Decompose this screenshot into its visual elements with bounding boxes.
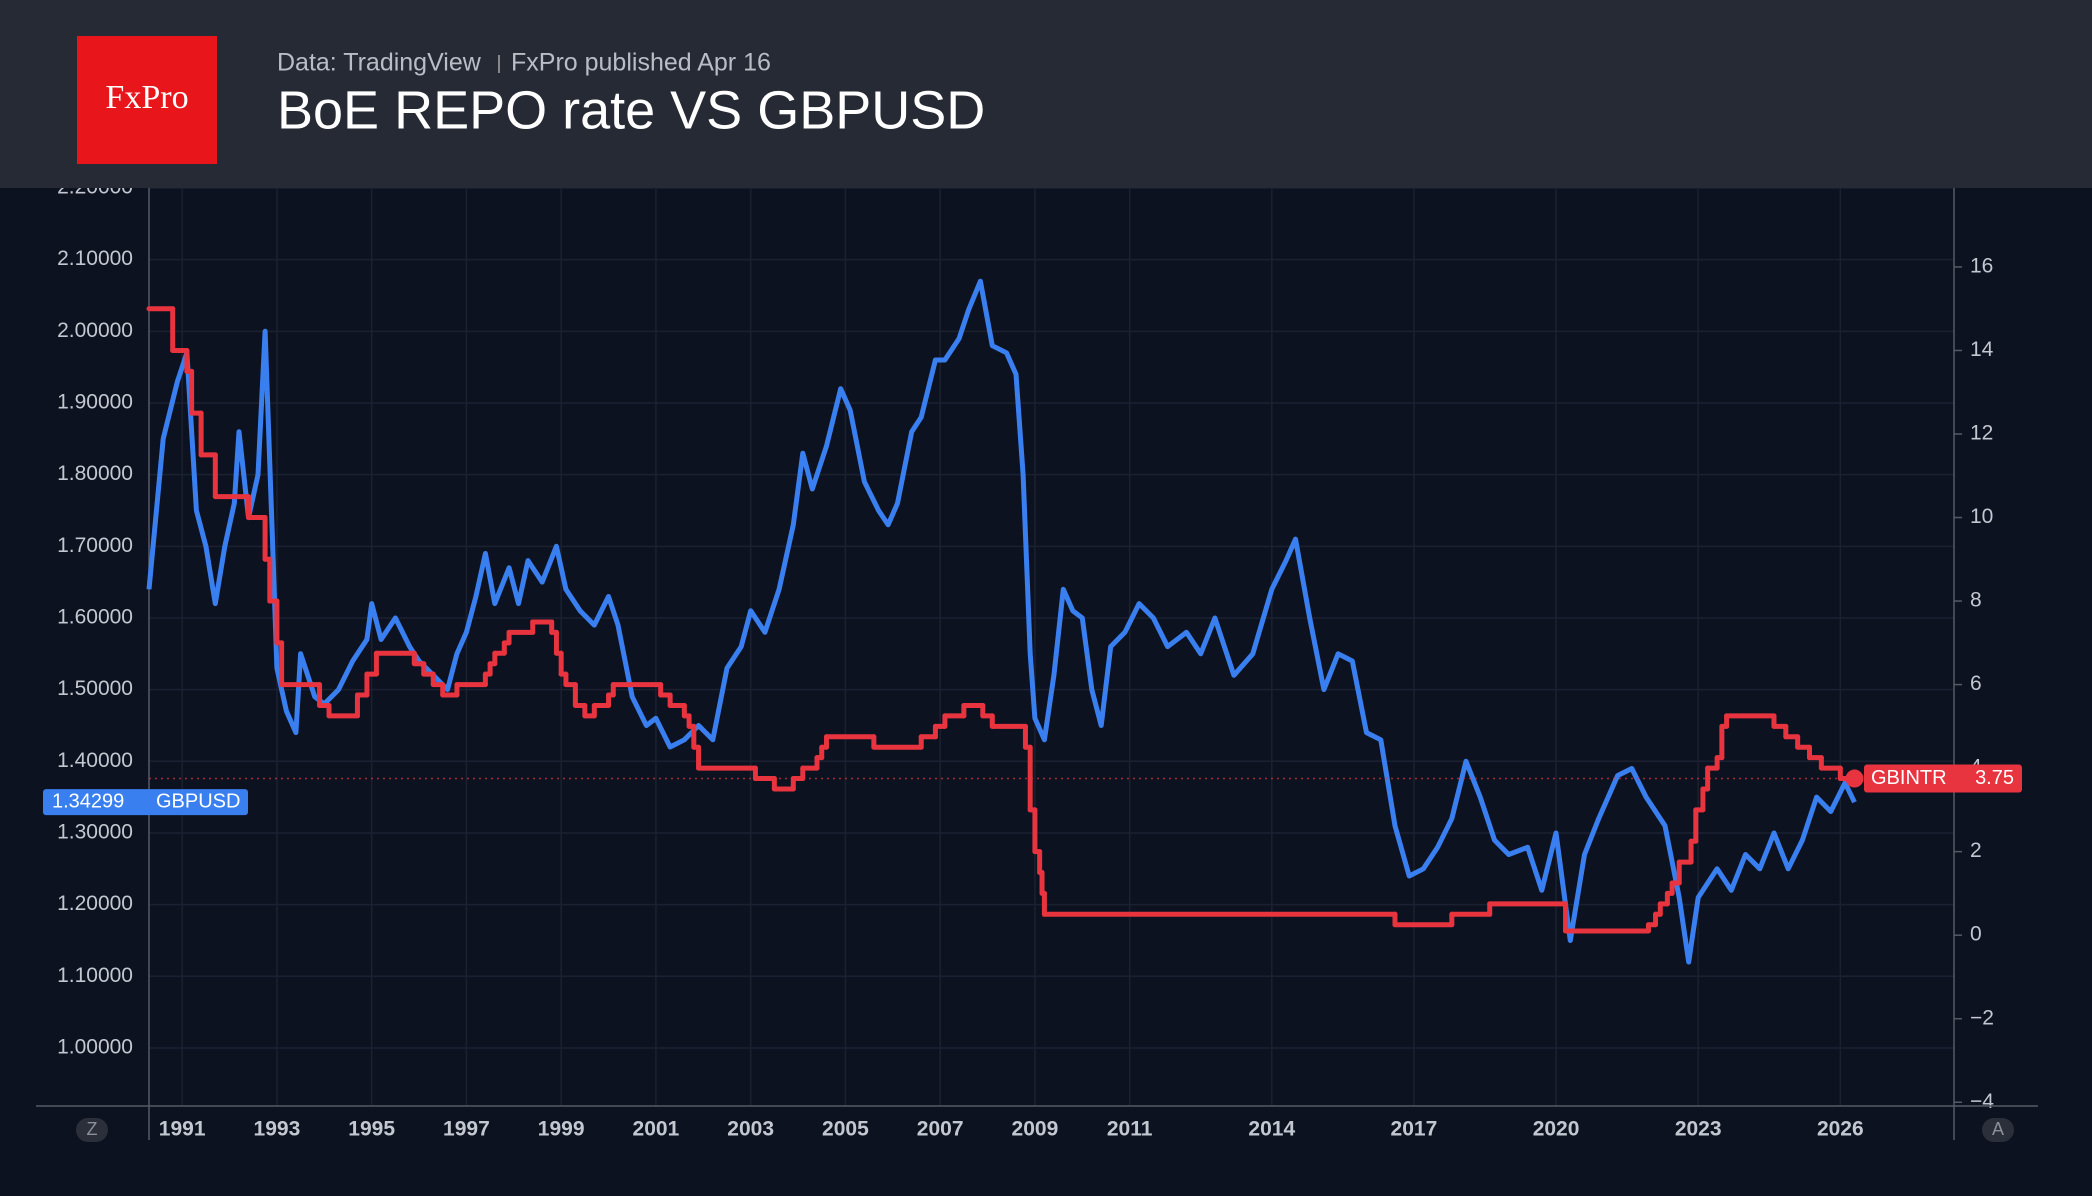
x-tick-label: 1995 — [348, 1118, 395, 1141]
y-tick-label: 1.00000 — [57, 1036, 133, 1059]
x-tick-label: 2020 — [1533, 1118, 1580, 1141]
x-tick-label: 1997 — [443, 1118, 490, 1141]
chart-title: BoE REPO rate VS GBPUSD — [277, 80, 985, 140]
logo — [77, 36, 217, 164]
last-value-box — [43, 789, 248, 816]
y2-tick-label: −2 — [1970, 1006, 1994, 1029]
y2-tick-label: 2 — [1970, 839, 1982, 862]
y-tick-label: 1.80000 — [57, 462, 133, 485]
y2-tick-label: −4 — [1970, 1090, 1994, 1113]
y-tick-label: 1.10000 — [57, 964, 133, 987]
y-tick-label: 1.20000 — [57, 892, 133, 915]
y-tick-label: 1.90000 — [57, 391, 133, 414]
x-tick-label: 2007 — [917, 1118, 964, 1141]
plot: 1.00000 1.10000 1.20000 1.30000 1.40000 1.500… — [36, 176, 2038, 1142]
x-tick-label: 1991 — [159, 1118, 206, 1141]
y-tick-label: 1.60000 — [57, 606, 133, 629]
button-label: A — [1992, 1119, 2004, 1139]
y-tick-label: 1.70000 — [57, 534, 133, 557]
series-name: GBINTR — [1871, 767, 1947, 789]
y2-tick-label: 0 — [1970, 923, 1982, 946]
x-tick-label: 2023 — [1675, 1118, 1722, 1141]
last-point — [1845, 769, 1864, 788]
x-tick-label: 2009 — [1012, 1118, 1059, 1141]
x-tick-label: 2026 — [1817, 1118, 1864, 1141]
publisher: FxPro published Apr 16 — [511, 49, 771, 77]
y2-tick-label: 10 — [1970, 505, 1993, 528]
x-tick-label: 2005 — [822, 1118, 869, 1141]
y2-tick-label: 16 — [1970, 254, 1993, 277]
line — [146, 278, 1857, 965]
x-tick-label: 2014 — [1248, 1118, 1295, 1141]
y2-tick-label: 8 — [1970, 589, 1982, 612]
y2-tick-label: 6 — [1970, 672, 1982, 695]
last-value-box — [1864, 764, 2022, 793]
y-tick-label: 2.00000 — [57, 319, 133, 342]
button — [76, 1118, 108, 1142]
x-tick-label: 2003 — [727, 1118, 774, 1141]
source: Data: TradingView — [277, 49, 482, 77]
button — [1982, 1118, 2014, 1142]
y-tick-label: 1.30000 — [57, 821, 133, 844]
series-name: GBPUSD — [156, 790, 240, 812]
y-tick-label: 1.50000 — [57, 677, 133, 700]
x-tick-label: 2011 — [1107, 1118, 1153, 1141]
header-bar — [0, 0, 2092, 188]
last-value-label: 1.34299 — [52, 790, 124, 812]
logo-text: FxPro — [105, 79, 188, 116]
y2-tick-label: 12 — [1970, 422, 1993, 445]
x-tick-label: 1993 — [254, 1118, 301, 1141]
button-label: Z — [87, 1119, 98, 1139]
x-tick-label: 1999 — [538, 1118, 585, 1141]
x-tick-label: 2001 — [633, 1118, 680, 1141]
y-tick-label: 2.10000 — [57, 247, 133, 270]
y2-tick-label: 14 — [1970, 338, 1994, 361]
last-value-label: 3.75 — [1975, 767, 2014, 789]
x-tick-label: 2017 — [1391, 1118, 1438, 1141]
header: FxPro Data: TradingView FxPro published … — [0, 0, 2092, 188]
y-tick-label: 1.40000 — [57, 749, 133, 772]
